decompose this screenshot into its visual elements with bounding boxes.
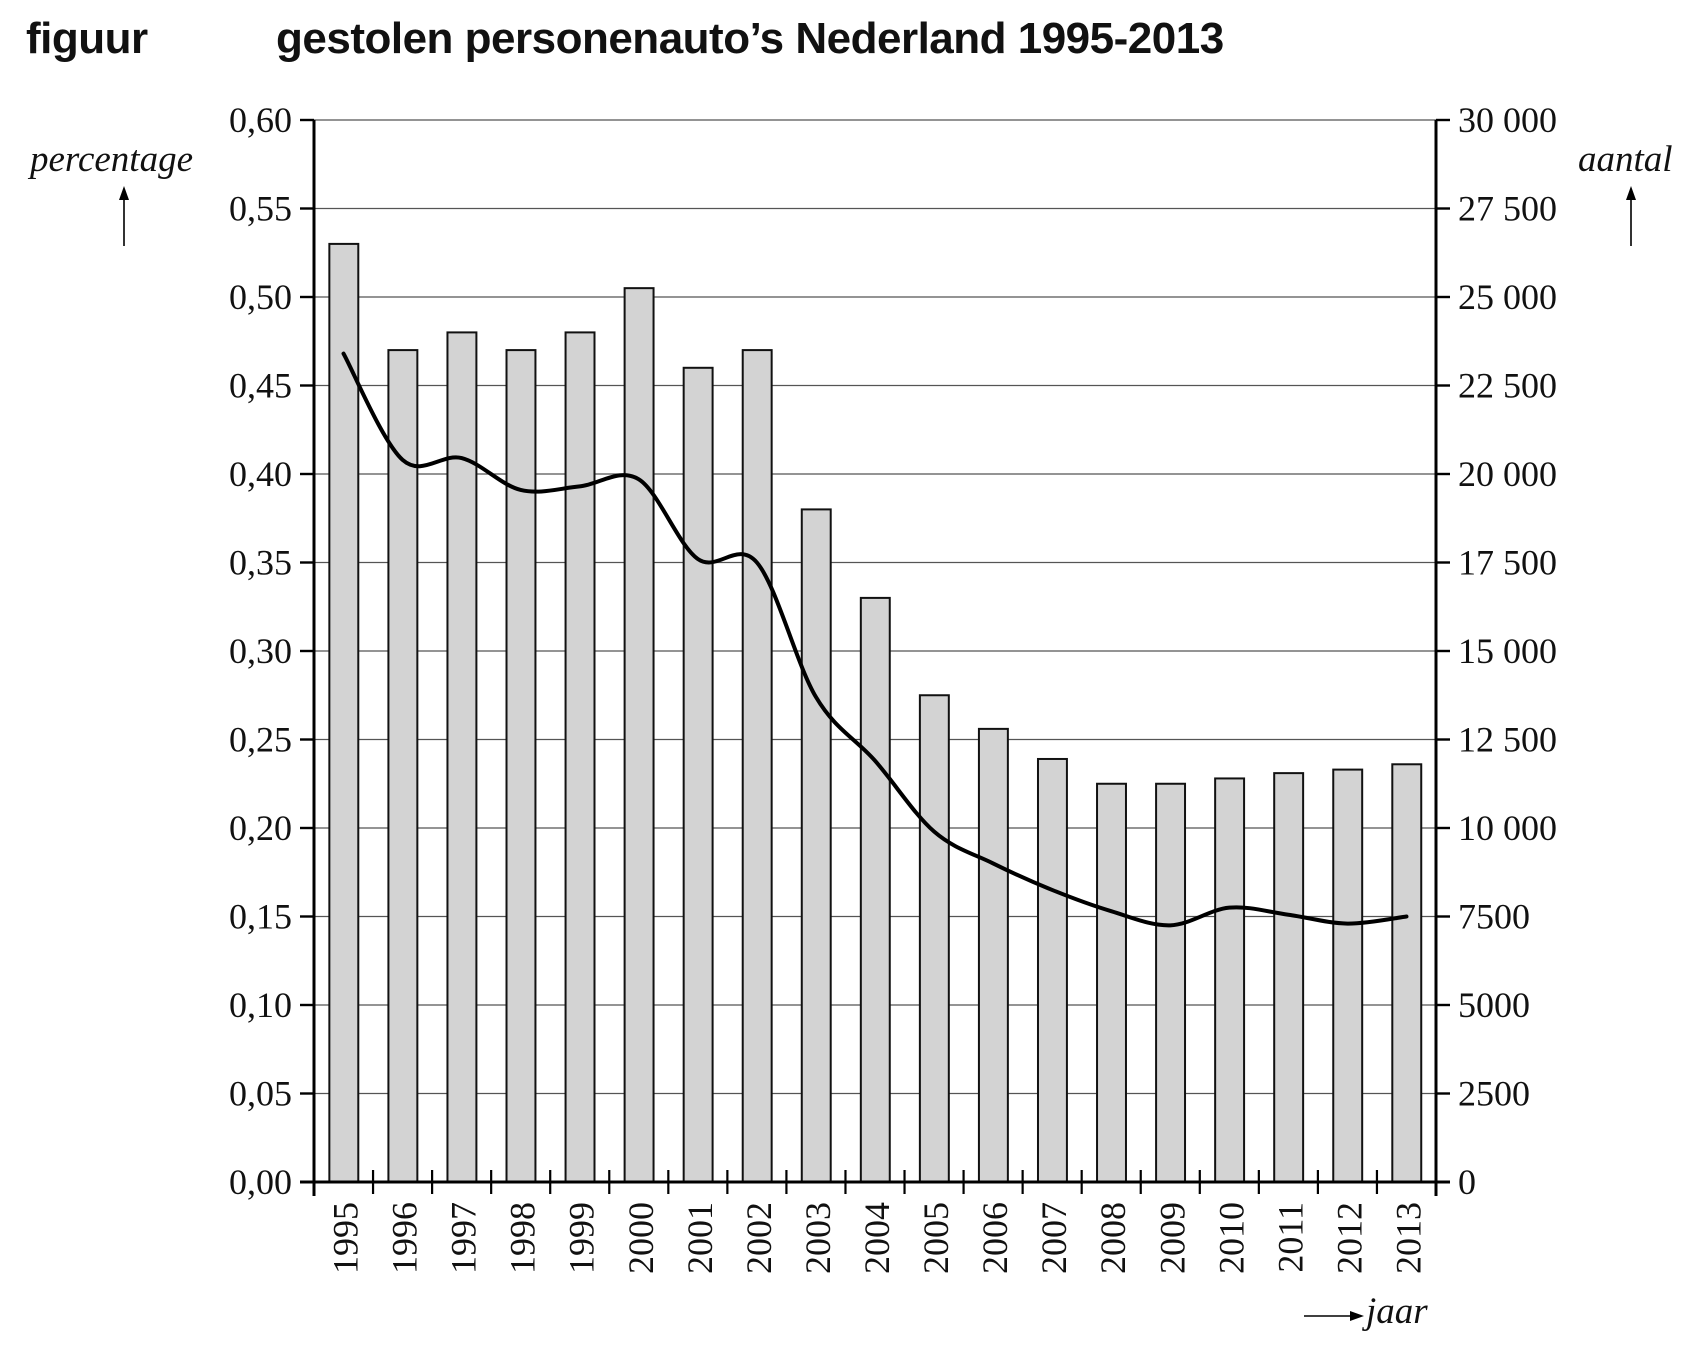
bar bbox=[1155, 782, 1187, 1183]
bar bbox=[1273, 772, 1305, 1183]
x-tick-label: 1999 bbox=[562, 1202, 602, 1274]
left-axis-arrow-icon bbox=[119, 186, 129, 246]
x-tick-label: 2006 bbox=[975, 1202, 1015, 1274]
right-axis-arrow-icon bbox=[1626, 186, 1636, 246]
bar bbox=[918, 694, 950, 1183]
x-tick-label: 2010 bbox=[1211, 1202, 1251, 1274]
right-tick-label: 12 500 bbox=[1458, 720, 1557, 760]
bar-series-percentage bbox=[328, 242, 1423, 1184]
x-tick-label: 2003 bbox=[798, 1202, 838, 1274]
x-tick-label: 2000 bbox=[621, 1202, 661, 1274]
bar bbox=[977, 727, 1009, 1183]
bar bbox=[1096, 782, 1127, 1183]
x-tick-label: 2004 bbox=[857, 1202, 897, 1274]
line-series-aantal bbox=[341, 351, 1409, 928]
bar bbox=[387, 349, 419, 1184]
left-tick-label: 0,15 bbox=[229, 897, 292, 937]
left-tick-label: 0,25 bbox=[229, 720, 292, 760]
left-tick-label: 0,20 bbox=[229, 808, 292, 848]
tick-labels: 0,00 0 0,05 2500 0,10 5000 0,15 7500 0,20 10 000 0… bbox=[229, 100, 1557, 1274]
x-tick-label: 2002 bbox=[739, 1202, 779, 1274]
bar bbox=[1332, 768, 1364, 1184]
bar bbox=[1214, 777, 1246, 1183]
x-axis-label: jaar bbox=[1366, 1291, 1428, 1332]
left-tick-label: 0,45 bbox=[229, 366, 292, 406]
left-tick-label: 0,00 bbox=[229, 1162, 292, 1202]
x-tick-label: 2011 bbox=[1270, 1202, 1310, 1273]
left-tick-label: 0,40 bbox=[229, 454, 292, 494]
x-tick-label: 1998 bbox=[503, 1202, 543, 1274]
x-tick-label: 2009 bbox=[1152, 1202, 1192, 1274]
bar bbox=[505, 349, 537, 1184]
bar bbox=[741, 349, 773, 1184]
bar bbox=[328, 242, 360, 1183]
x-tick-label: 2012 bbox=[1329, 1202, 1369, 1274]
left-tick-label: 0,50 bbox=[229, 277, 292, 317]
left-tick-label: 0,10 bbox=[229, 985, 292, 1025]
bar bbox=[800, 508, 832, 1183]
left-tick-label: 0,30 bbox=[229, 631, 292, 671]
bar bbox=[623, 287, 655, 1183]
chart-title: gestolen personenauto’s Nederland 1995-2… bbox=[276, 14, 1224, 63]
bar bbox=[446, 331, 478, 1183]
axes bbox=[300, 118, 1450, 1196]
left-tick-label: 0,35 bbox=[229, 543, 292, 583]
x-tick-label: 1997 bbox=[444, 1202, 484, 1274]
left-tick-label: 0,60 bbox=[229, 100, 292, 140]
x-tick-label: 2008 bbox=[1093, 1202, 1133, 1274]
x-tick-label: 2007 bbox=[1034, 1202, 1074, 1274]
right-tick-label: 7500 bbox=[1458, 897, 1530, 937]
right-tick-label: 22 500 bbox=[1458, 366, 1557, 406]
bar bbox=[564, 331, 596, 1183]
bar bbox=[682, 366, 714, 1183]
x-tick-label: 1995 bbox=[326, 1202, 366, 1274]
right-tick-label: 25 000 bbox=[1458, 277, 1557, 317]
bar bbox=[859, 596, 891, 1183]
x-tick-label: 2005 bbox=[916, 1202, 956, 1274]
x-axis-arrow-icon bbox=[1304, 1311, 1364, 1321]
right-axis-label: aantal bbox=[1578, 139, 1673, 180]
right-tick-label: 10 000 bbox=[1458, 808, 1557, 848]
right-tick-label: 15 000 bbox=[1458, 631, 1557, 671]
right-tick-label: 2500 bbox=[1458, 1074, 1530, 1114]
left-tick-label: 0,05 bbox=[229, 1074, 292, 1114]
right-tick-label: 30 000 bbox=[1458, 100, 1557, 140]
bar bbox=[1391, 763, 1423, 1184]
figure-label: figuur bbox=[26, 14, 148, 63]
left-tick-label: 0,55 bbox=[229, 189, 292, 229]
right-tick-label: 5000 bbox=[1458, 985, 1530, 1025]
right-tick-label: 17 500 bbox=[1458, 543, 1557, 583]
right-tick-label: 20 000 bbox=[1458, 454, 1557, 494]
x-tick-label: 2013 bbox=[1388, 1202, 1428, 1274]
bar bbox=[1036, 757, 1068, 1183]
x-tick-label: 1996 bbox=[385, 1202, 425, 1274]
x-tick-label: 2001 bbox=[680, 1202, 720, 1274]
left-axis-label: percentage bbox=[30, 139, 193, 180]
right-tick-label: 0 bbox=[1458, 1162, 1476, 1202]
right-tick-label: 27 500 bbox=[1458, 189, 1557, 229]
